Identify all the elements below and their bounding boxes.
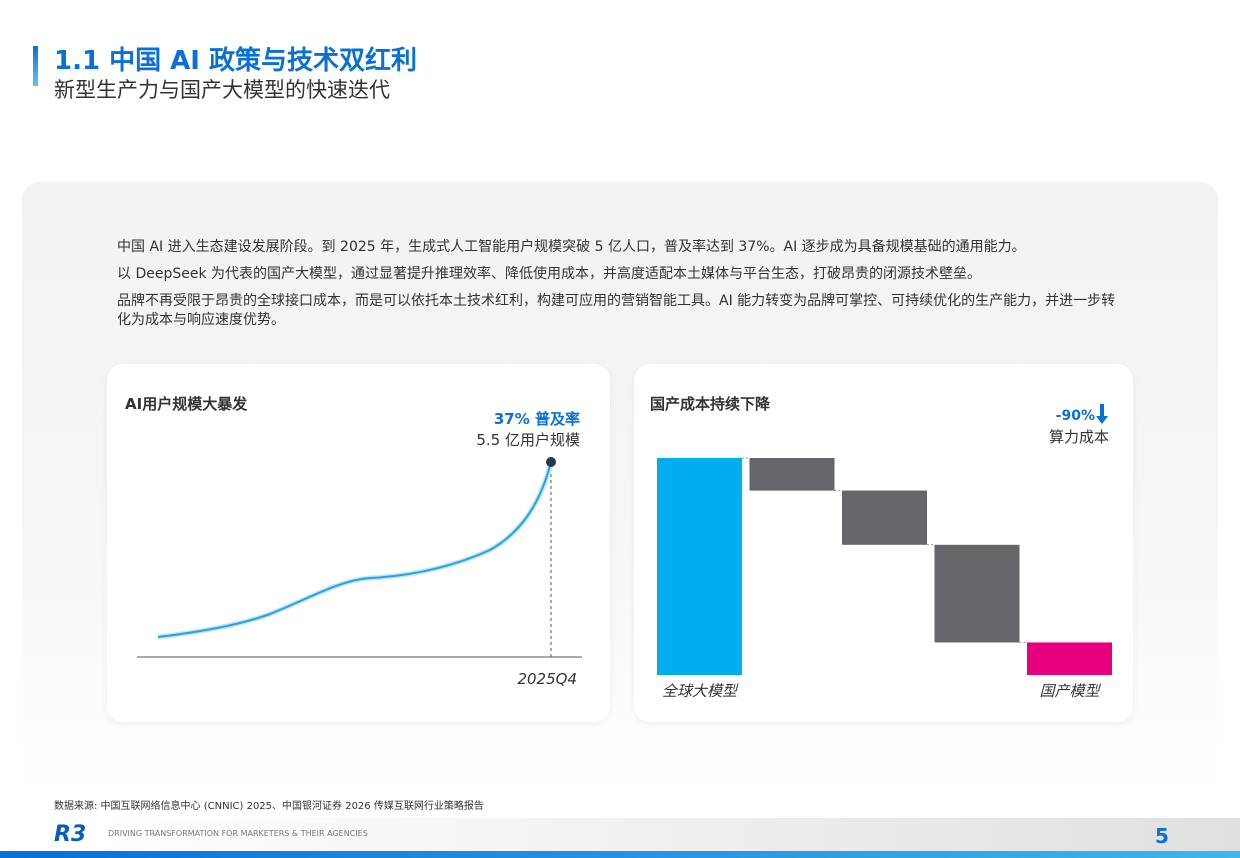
- x-tick-label: 全球大模型: [662, 682, 739, 700]
- bar: [749, 458, 835, 491]
- paragraph: 品牌不再受限于昂贵的全球接口成本，而是可以依托本土技术红利，构建可应用的营销智能…: [117, 293, 1116, 328]
- curve: [157, 461, 552, 638]
- footer-strip: [100, 818, 1240, 852]
- bar: [842, 490, 927, 545]
- footer-bar: [0, 851, 1240, 858]
- down-arrow: [1096, 404, 1108, 424]
- bar: [1027, 642, 1112, 675]
- title: 1.1 中国 AI 政策与技术双红利: [54, 46, 418, 76]
- annotation: 5.5 亿用户规模: [476, 431, 580, 449]
- tagline: DRIVING TRANSFORMATION FOR MARKETERS & T…: [108, 829, 368, 838]
- source: 数据来源: 中国互联网络信息中心 (CNNIC) 2025、中国银河证券 202…: [54, 801, 484, 812]
- page-number: 5: [1155, 824, 1169, 848]
- annotation: 算力成本: [1049, 428, 1109, 446]
- annotation: -90%: [1056, 408, 1095, 424]
- subtitle: 新型生产力与国产大模型的快速迭代: [54, 78, 390, 102]
- annotation: 37% 普及率: [494, 410, 580, 428]
- card-title: 国产成本持续下降: [650, 395, 771, 413]
- card-title: AI用户规模大暴发: [125, 395, 248, 413]
- card: [107, 364, 610, 722]
- logo: R3: [54, 822, 87, 847]
- x-label: 2025Q4: [517, 670, 577, 688]
- paragraph: 中国 AI 进入生态建设发展阶段。到 2025 年，生成式人工智能用户规模突破 …: [117, 239, 1026, 255]
- x-tick-label: 国产模型: [1039, 682, 1101, 700]
- bar: [657, 458, 742, 675]
- bar: [934, 544, 1020, 643]
- end-point: [546, 457, 556, 467]
- title-bar: [33, 46, 38, 86]
- paragraph: 以 DeepSeek 为代表的国产大模型，通过显著提升推理效率、降低使用成本，并…: [117, 266, 982, 282]
